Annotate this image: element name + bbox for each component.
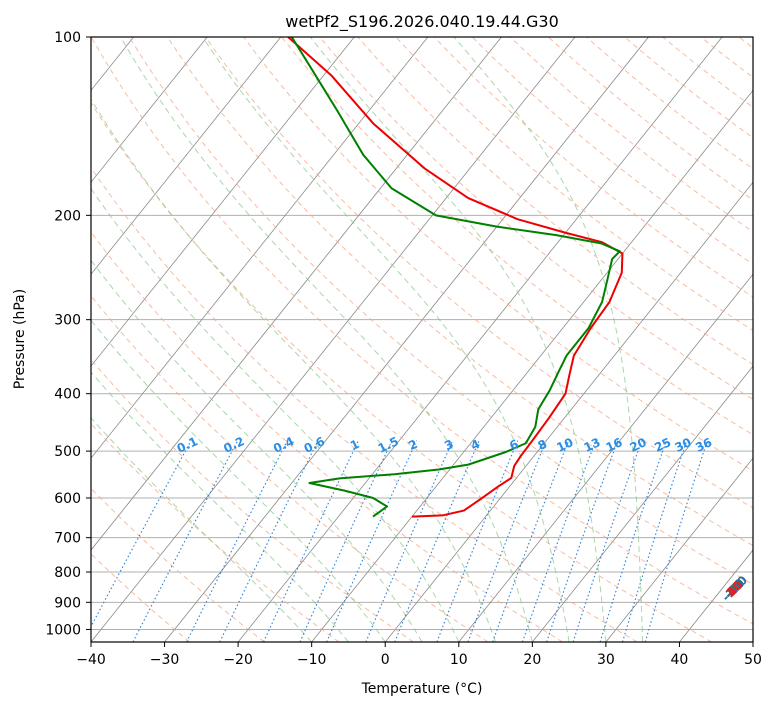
moist-adiabat — [91, 98, 497, 642]
x-tick-label: 50 — [744, 652, 762, 668]
moist-adiabat — [91, 319, 386, 642]
series-layer — [287, 37, 624, 518]
mixing-ratio-label: 10 — [554, 435, 575, 455]
mixing-ratio-layer — [91, 440, 708, 642]
y-tick-label: 700 — [54, 531, 81, 547]
mixing-ratio-line — [644, 440, 708, 642]
y-tick-label: 600 — [54, 491, 81, 507]
mixing-ratio-label: 13 — [582, 435, 603, 455]
y-tick-label: 900 — [54, 595, 81, 611]
mixing-ratio-line — [326, 440, 418, 642]
y-tick-label: 400 — [54, 387, 81, 403]
mixing-ratio-line — [394, 440, 480, 642]
axes-layer: −40 −30 −20 −10 0 10 20 30 40 50 100 200 300 400 500 60… — [45, 30, 762, 668]
mixing-ratio-line — [186, 440, 288, 642]
mixing-ratio-label: 36 — [693, 435, 714, 455]
dry-adiabat — [357, 37, 753, 366]
x-tick-label: −30 — [150, 652, 180, 668]
isotherm-line — [605, 457, 753, 642]
dry-adiabat — [586, 37, 753, 170]
mixing-ratio-line — [436, 440, 519, 642]
dry-adiabat — [167, 37, 753, 547]
dry-adiabat — [91, 487, 265, 642]
y-tick-label: 1000 — [45, 622, 81, 638]
isotherm-line — [164, 37, 649, 642]
x-tick-label: 10 — [450, 652, 468, 668]
mixing-ratio-line — [599, 440, 667, 642]
moist-adiabat — [202, 37, 570, 642]
mixing-ratio-line — [263, 440, 359, 642]
y-tick-label: 200 — [54, 208, 81, 224]
x-tick-label: 40 — [671, 652, 689, 668]
mixing-ratio-line — [219, 440, 319, 642]
dry-adiabat — [91, 231, 563, 642]
isotherm-line — [384, 181, 753, 642]
isotherm-line — [237, 37, 723, 642]
moist-adiabat — [91, 187, 460, 642]
moist-adiabat — [91, 417, 313, 642]
dry-adiabat — [281, 37, 753, 436]
moist-adiabat — [309, 37, 607, 642]
y-tick-label: 800 — [54, 565, 81, 581]
dry-adiabat — [91, 101, 713, 642]
dry-adiabat — [91, 295, 489, 642]
x-axis-label: Temperature (°C) — [361, 681, 483, 697]
x-tick-label: 0 — [381, 652, 390, 668]
moist-adiabat — [120, 37, 533, 642]
dry-adiabat — [243, 37, 753, 472]
mixing-ratio-line — [299, 440, 393, 642]
mixing-ratio-label: 16 — [604, 435, 625, 455]
mixing-ratio-label: 25 — [652, 435, 673, 455]
moist-adiabat — [91, 371, 349, 642]
mixing-ratio-line — [132, 440, 239, 642]
isotherm-line — [532, 365, 753, 642]
isotherm-line — [91, 37, 429, 459]
isotherm-line — [91, 37, 282, 275]
x-tick-label: 30 — [597, 652, 615, 668]
mixing-ratio-line — [365, 440, 454, 642]
dry-adiabat — [128, 37, 753, 585]
isotherm-line — [91, 37, 576, 642]
dry-adiabat — [548, 37, 753, 201]
x-tick-label: −20 — [223, 652, 253, 668]
x-tick-label: −40 — [76, 652, 106, 668]
x-tick-label: −10 — [297, 652, 327, 668]
isotherm-line — [91, 37, 355, 367]
y-tick-label: 300 — [54, 313, 81, 329]
temperature-profile-line — [287, 37, 624, 518]
mixing-ratio-label: 20 — [628, 435, 649, 455]
y-axis-label: Pressure (hPa) — [12, 289, 28, 389]
isotherm-line — [91, 37, 208, 183]
grid-layer — [91, 37, 753, 642]
mixing-ratio-line — [622, 440, 688, 642]
moist-adiabat — [91, 259, 423, 642]
chart-title: wetPf2_S196.2026.040.19.44.G30 — [285, 12, 559, 32]
isotherm-line — [458, 273, 753, 642]
plot-frame — [90, 36, 754, 643]
y-tick-label: 500 — [54, 444, 81, 460]
moist-adiabat — [453, 37, 644, 642]
dry-adiabat — [471, 37, 753, 265]
isotherm-line — [91, 37, 502, 551]
x-tick-label: 20 — [523, 652, 541, 668]
y-tick-label: 100 — [54, 30, 81, 46]
mixing-ratio-label: 30 — [673, 435, 694, 455]
dry-adiabat — [319, 37, 753, 400]
dry-adiabat — [509, 37, 753, 233]
dry-adiabat — [91, 166, 638, 642]
mixing-ratio-line — [572, 440, 643, 642]
dewpoint-profile-line — [290, 37, 621, 518]
dry-adiabat — [91, 37, 753, 625]
